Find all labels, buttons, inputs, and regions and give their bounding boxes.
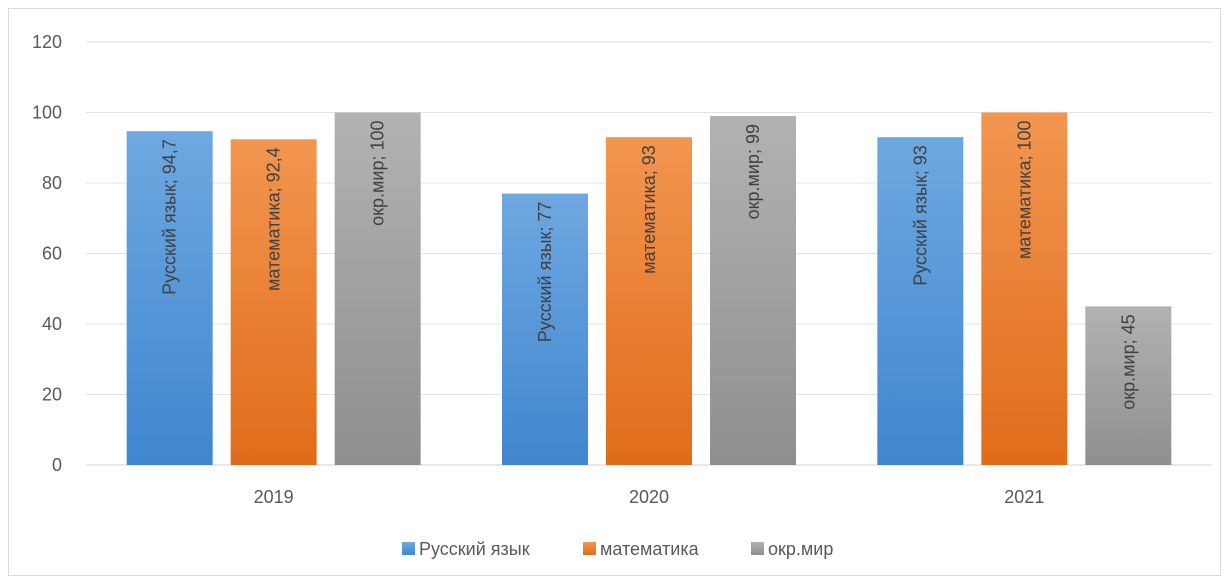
y-tick-label: 100 [32,103,62,123]
data-label: Русский язык; 77 [535,202,555,343]
bar-Русский язык-2021 [877,137,964,466]
x-category-label: 2019 [254,487,294,507]
data-label: Русский язык; 93 [910,145,930,286]
y-tick-label: 0 [52,455,62,475]
bar-окр.мир-2021 [1085,306,1172,465]
y-tick-label: 60 [42,244,62,264]
legend-swatch [402,542,415,555]
data-label: окр.мир; 100 [368,121,388,226]
data-labels: Русский язык; 94,7 математика; 92,4 окр.ми… [160,121,1139,410]
y-tick-label: 40 [42,314,62,334]
data-label: окр.мир; 45 [1118,314,1138,409]
x-category-label: 2021 [1004,487,1044,507]
legend-swatch [583,542,596,555]
data-label: математика; 100 [1014,121,1034,260]
data-label: математика; 93 [639,145,659,274]
y-tick-label: 80 [42,173,62,193]
data-label: окр.мир; 99 [743,124,763,219]
bar-Русский язык-2019 [126,131,213,465]
data-label: математика; 92,4 [264,147,284,291]
bar-математика-2020 [606,137,692,466]
bar-окр.мир-2019 [334,112,421,465]
legend-label: Русский язык [419,539,530,559]
bars [126,112,1172,466]
bar-окр.мир-2020 [710,116,796,466]
bar-Русский язык-2020 [502,193,588,465]
legend: Русский язык математика окр.мир [402,539,833,559]
bar-математика-2019 [230,139,317,466]
y-tick-label: 20 [42,385,62,405]
legend-label: окр.мир [768,539,833,559]
x-axis-categories: 2019 2020 2021 [254,487,1045,507]
legend-label: математика [600,539,700,559]
data-label: Русский язык; 94,7 [160,139,180,295]
y-tick-label: 120 [32,32,62,52]
legend-swatch [751,542,764,555]
y-axis-ticks: 0 20 40 60 80 100 120 [32,32,62,475]
bar-математика-2021 [981,112,1068,465]
x-category-label: 2020 [629,487,669,507]
